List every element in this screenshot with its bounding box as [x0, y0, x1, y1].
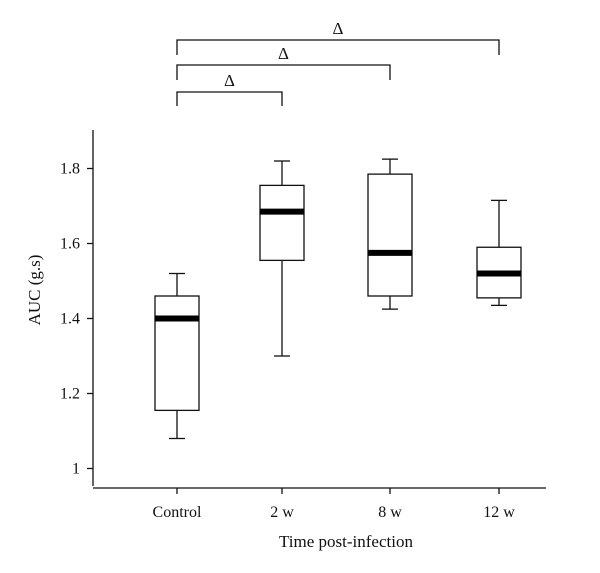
significance-label: Δ [333, 19, 344, 38]
x-tick-label: 2 w [270, 504, 294, 521]
significance-label: Δ [224, 71, 235, 90]
y-tick-label: 1.2 [60, 386, 80, 403]
significance-label: Δ [278, 44, 289, 63]
plot-area [154, 158, 522, 440]
y-tick-label: 1 [72, 461, 80, 478]
box-8w [367, 158, 413, 310]
bracket-line [176, 91, 283, 106]
bracket: Δ [176, 44, 391, 80]
y-axis-label: AUC (g.s) [25, 255, 44, 326]
bracket-line [176, 39, 500, 55]
bracket: Δ [176, 71, 283, 106]
iqr-box [154, 295, 200, 412]
iqr-box [259, 184, 305, 262]
x-tick-label: 8 w [378, 504, 402, 521]
box-control [154, 272, 200, 440]
significance-brackets: Δ Δ Δ [176, 19, 500, 106]
y-tick-label: 1.8 [60, 161, 80, 178]
x-tick-label: Control [153, 504, 202, 521]
bracket-line [176, 64, 391, 80]
x-axis-label: Time post-infection [279, 532, 413, 551]
y-tick-label: 1.6 [60, 236, 80, 253]
x-tick-label: 12 w [483, 504, 515, 521]
y-tick-label: 1.4 [60, 311, 80, 328]
bracket: Δ [176, 19, 500, 55]
iqr-box [367, 173, 413, 297]
box-12w [476, 199, 522, 307]
box-2w [259, 160, 305, 357]
axes: 1 1.2 1.4 1.6 1.8 Control 2 w 8 w 12 w [60, 130, 546, 521]
